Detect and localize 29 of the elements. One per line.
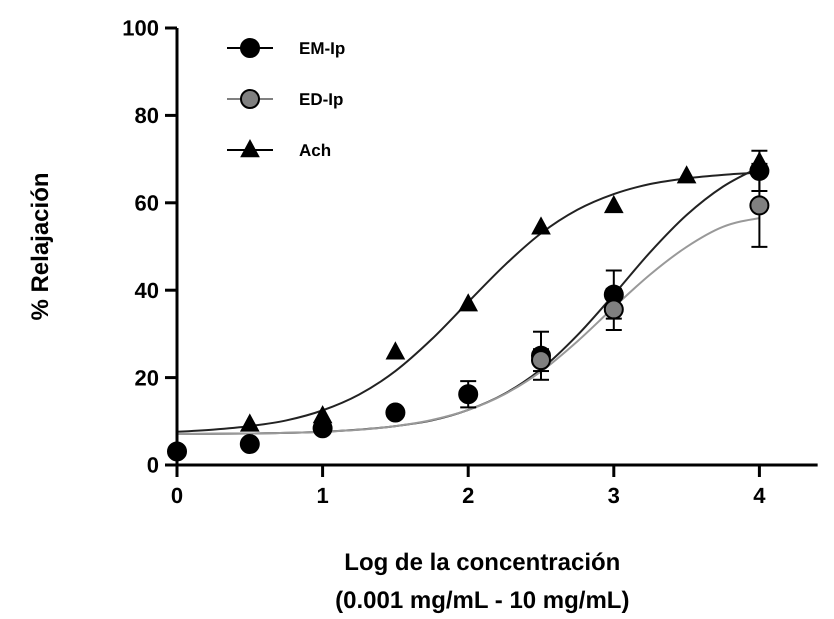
point [385, 402, 406, 423]
legend-label: ED-Ip [299, 90, 344, 109]
y-tick-label: 100 [122, 16, 159, 41]
y-tick-label: 0 [146, 452, 159, 478]
x-tick-label: 3 [608, 483, 620, 508]
point [604, 299, 624, 320]
point [677, 166, 696, 184]
x-tick-label: 2 [462, 483, 474, 508]
y-tick-label: 40 [134, 278, 159, 303]
point [749, 195, 770, 216]
point [240, 434, 260, 454]
y-tick-label: 20 [134, 365, 159, 390]
point [750, 152, 769, 170]
point [240, 414, 260, 432]
legend-label: Ach [299, 140, 332, 160]
x-tick-label: 1 [316, 483, 329, 508]
point [532, 216, 550, 235]
point [313, 406, 332, 424]
point [458, 384, 478, 404]
x-tick-label: 0 [170, 483, 184, 508]
x-tick-label: 4 [753, 483, 766, 508]
y-tick-label: 80 [134, 103, 159, 128]
x-axis-title: Log de la concentración (0.001 mg/mL - 10 mg/mL) [335, 549, 630, 614]
point [458, 294, 478, 312]
legend-label: EM-Ip [299, 38, 346, 58]
point [386, 342, 405, 360]
y-tick-label: 60 [134, 190, 159, 216]
y-axis-title: % Relajación [27, 172, 54, 321]
point [604, 195, 624, 214]
